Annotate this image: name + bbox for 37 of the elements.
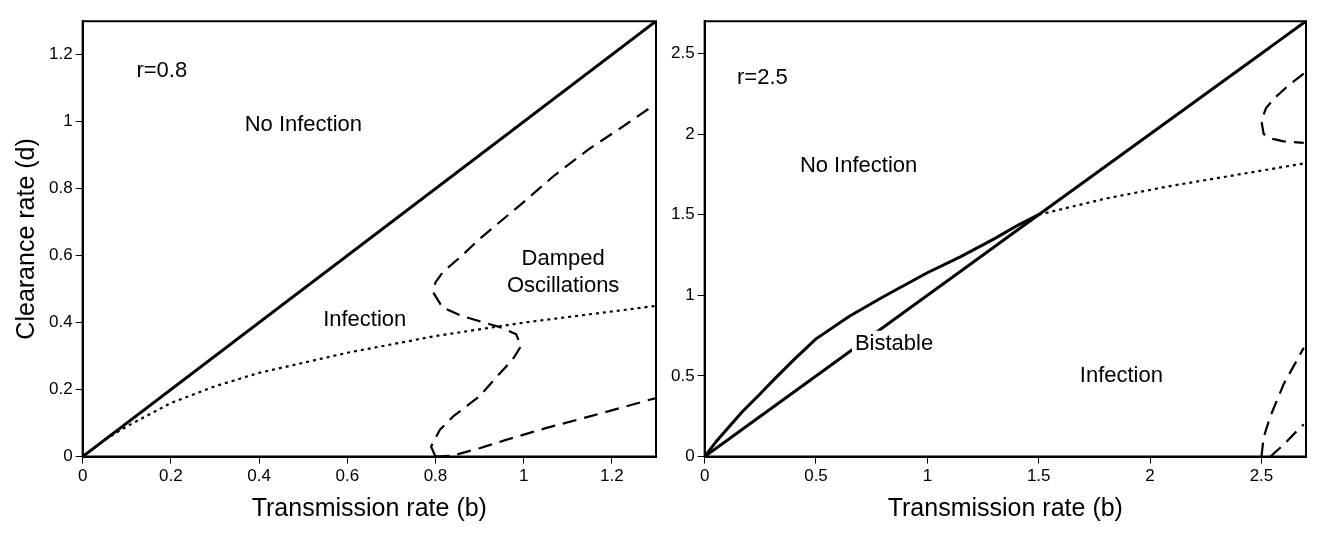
x-axis-title: Transmission rate (b): [251, 492, 487, 521]
y-tick-label: 0.5: [670, 365, 695, 385]
x-tick-label: 0.8: [423, 466, 448, 486]
y-tick-label: 0: [63, 446, 73, 466]
y-tick-label: 1: [685, 285, 695, 305]
x-tick-label: 1: [922, 466, 933, 486]
x-tick-label: 1: [518, 466, 529, 486]
y-tick-label: 0.6: [48, 245, 73, 265]
x-tick-label: 1.2: [600, 466, 624, 486]
annotation: No Infection: [244, 110, 363, 136]
x-tick-label: 0: [77, 466, 88, 486]
x-tick-label: 2.5: [1249, 466, 1274, 486]
annotation: Bistable: [854, 329, 934, 355]
annotation: Infection: [1079, 362, 1163, 388]
y-tick-label: 0.4: [48, 312, 73, 332]
x-tick-label: 2: [1145, 466, 1155, 486]
y-tick-label: 0: [685, 446, 695, 466]
annotation: r=0.8: [136, 57, 188, 83]
y-axis-title: Clearance rate (d): [10, 138, 39, 340]
x-tick-label: 1.5: [1026, 466, 1051, 486]
x-tick-label: 0.5: [804, 466, 828, 486]
y-tick-label: 2: [685, 123, 695, 143]
x-tick-label: 0: [699, 466, 710, 486]
x-tick-label: 0.2: [159, 466, 183, 486]
y-tick-label: 2.5: [670, 43, 695, 63]
x-tick-label: 0.4: [247, 466, 271, 486]
y-tick-label: 1.5: [670, 204, 695, 224]
annotation: No Infection: [799, 152, 918, 178]
y-tick-label: 1.2: [48, 44, 73, 64]
annotation: Infection: [323, 305, 407, 331]
annotation: Damped Oscillations: [506, 244, 620, 297]
y-tick-label: 0.2: [48, 379, 73, 399]
x-tick-label: 0.6: [335, 466, 360, 486]
annotation: r=2.5: [736, 63, 788, 89]
x-axis-title: Transmission rate (b): [887, 492, 1123, 521]
y-tick-label: 1: [63, 111, 73, 131]
y-tick-label: 0.8: [48, 178, 73, 198]
